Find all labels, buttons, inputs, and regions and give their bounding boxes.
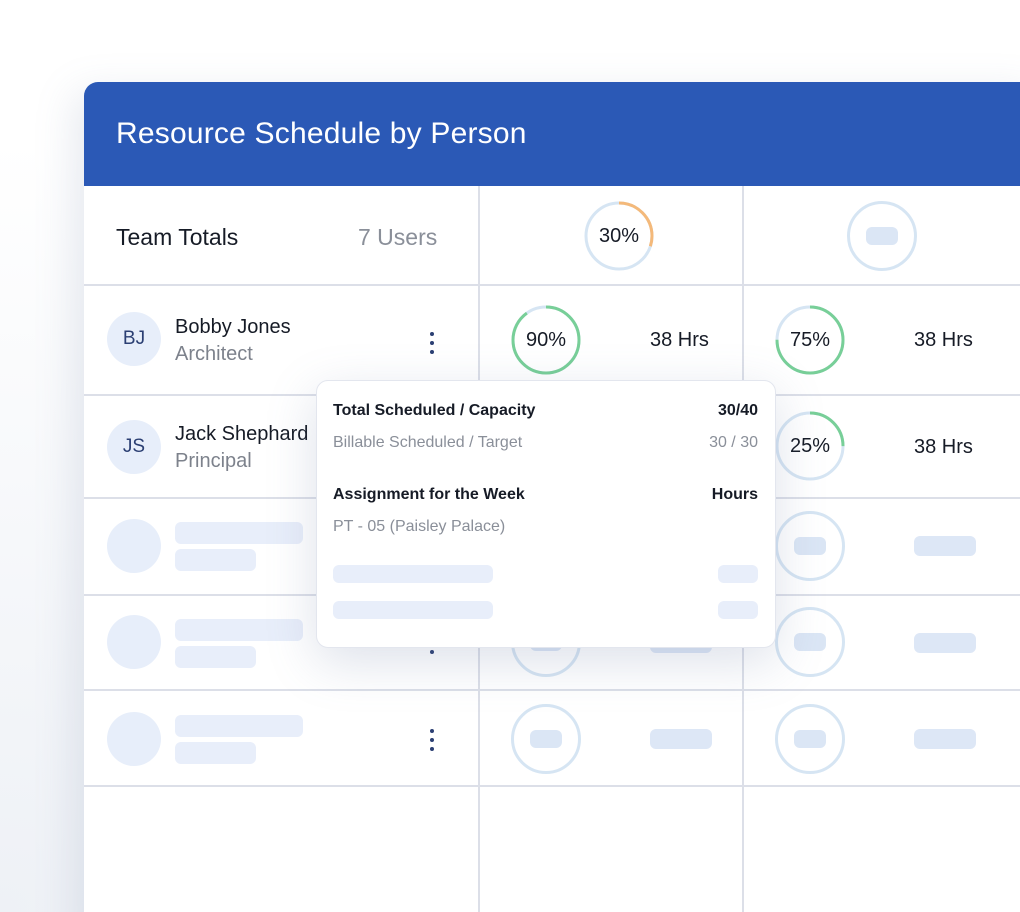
person-name: Bobby Jones [175, 316, 291, 338]
team-totals-label: Team Totals [116, 224, 239, 250]
team-week1-percent: 30% [598, 224, 640, 247]
person-role: Principal [175, 450, 252, 472]
name-placeholder [175, 522, 303, 544]
avatar-placeholder [107, 519, 161, 573]
ring-placeholder [775, 511, 845, 581]
jack-week2-percent: 25% [789, 434, 831, 457]
ring-placeholder [511, 704, 581, 774]
person-name: Jack Shephard [175, 423, 309, 445]
total-scheduled-value: 30/40 [717, 402, 758, 419]
role-placeholder [175, 646, 256, 668]
assignment-project: PT - 05 (Paisley Palace) [333, 518, 506, 535]
jack-week2-ring[interactable]: 25% [775, 411, 845, 481]
loading-placeholder [866, 227, 898, 245]
role-placeholder [175, 549, 256, 571]
schedule-detail-popover: Total Scheduled / Capacity 30/40 Billabl… [316, 380, 776, 648]
hours-placeholder [914, 633, 976, 653]
role-placeholder [175, 742, 256, 764]
avatar: BJ [107, 312, 161, 366]
hours-placeholder [650, 729, 712, 749]
ring-placeholder [775, 607, 845, 677]
assignment-placeholder [333, 565, 493, 583]
kebab-menu-icon[interactable] [428, 332, 436, 354]
avatar-placeholder [107, 712, 161, 766]
billable-scheduled-label: Billable Scheduled / Target [333, 434, 523, 451]
hours-placeholder [718, 601, 758, 619]
grid-row-divider [84, 689, 1020, 691]
assignment-label: Assignment for the Week [333, 486, 525, 503]
bobby-week2-ring[interactable]: 75% [775, 305, 845, 375]
avatar-placeholder [107, 615, 161, 669]
name-placeholder [175, 619, 303, 641]
team-week1-ring[interactable]: 30% [584, 201, 654, 271]
bobby-week2-hours: 38 Hrs [914, 329, 973, 351]
hours-placeholder [718, 565, 758, 583]
avatar: JS [107, 420, 161, 474]
bobby-week2-percent: 75% [789, 328, 831, 351]
ring-placeholder [775, 704, 845, 774]
bobby-week1-percent: 90% [525, 328, 567, 351]
hours-placeholder [914, 536, 976, 556]
grid-row-divider [84, 284, 1020, 286]
grid-row-divider [84, 785, 1020, 787]
team-week2-ring-placeholder [847, 201, 917, 271]
kebab-menu-icon[interactable] [428, 729, 436, 751]
total-scheduled-label: Total Scheduled / Capacity [333, 402, 536, 419]
hours-label: Hours [711, 486, 758, 503]
bobby-week1-hours: 38 Hrs [650, 329, 709, 351]
team-user-count: 7 Users [358, 224, 438, 250]
bobby-week1-ring[interactable]: 90% [511, 305, 581, 375]
hours-placeholder [914, 729, 976, 749]
assignment-placeholder [333, 601, 493, 619]
person-role: Architect [175, 343, 253, 365]
jack-week2-hours: 38 Hrs [914, 436, 973, 458]
billable-scheduled-value: 30 / 30 [709, 434, 758, 451]
card-title: Resource Schedule by Person [84, 82, 1020, 186]
name-placeholder [175, 715, 303, 737]
